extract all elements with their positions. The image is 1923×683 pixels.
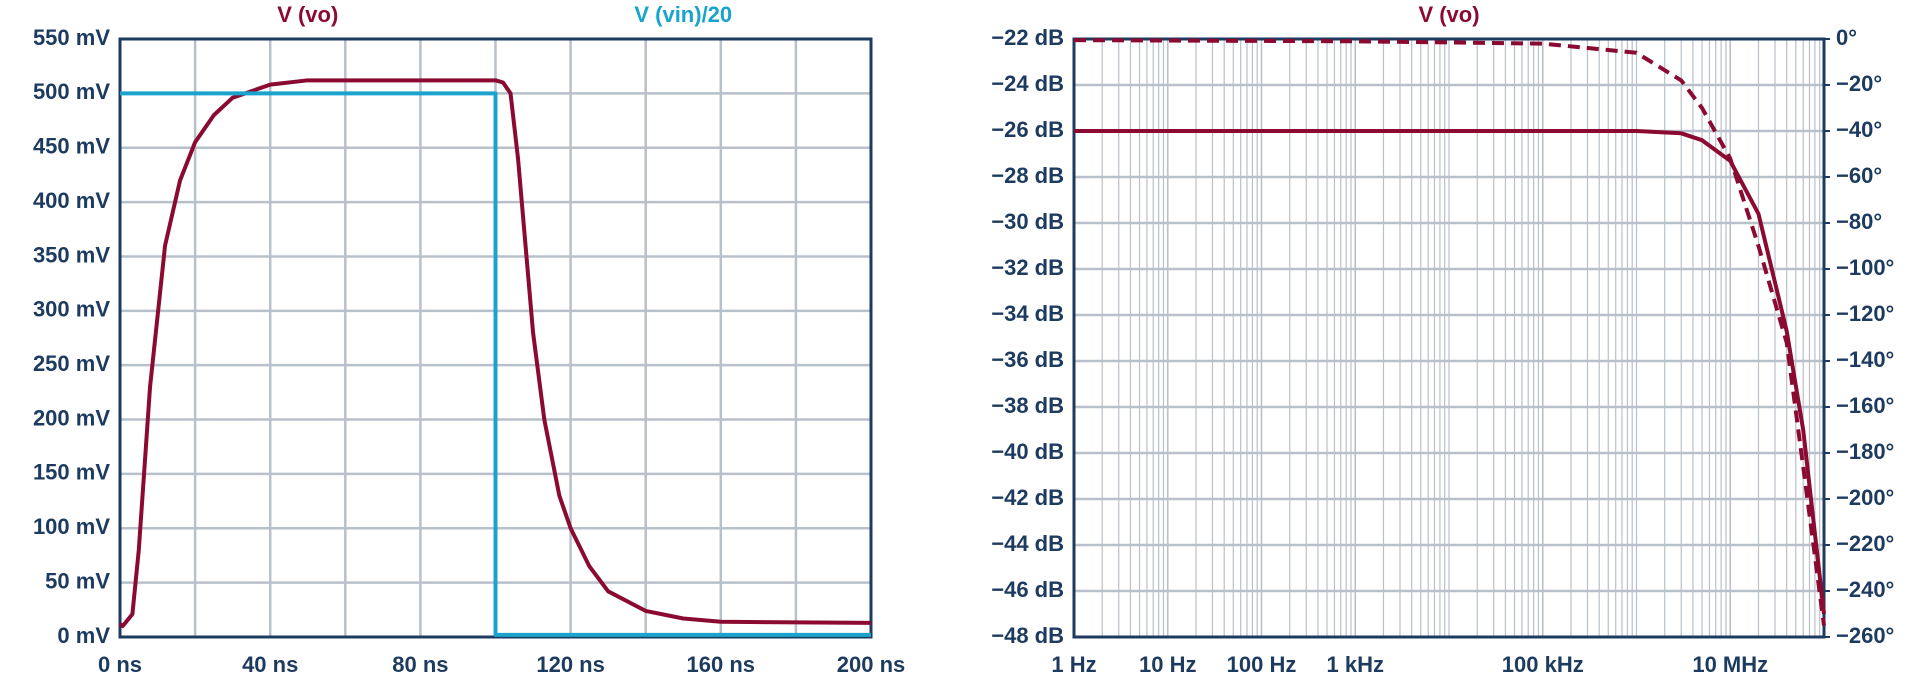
x-tick-label: 80 ns	[392, 652, 448, 677]
y2-tick-label: −260°	[1836, 623, 1894, 648]
y2-tick-label: −40°	[1836, 117, 1882, 142]
x-tick-label: 10 Hz	[1139, 652, 1196, 677]
x-tick-label: 1 kHz	[1327, 652, 1384, 677]
series-line	[1073, 38, 1826, 626]
y2-tick-label: −180°	[1836, 439, 1894, 464]
x-tick-label: 160 ns	[687, 652, 756, 677]
plot-frame	[118, 37, 873, 639]
y-tick-label: 300 mV	[33, 297, 110, 322]
y-tick-label: −22 dB	[991, 25, 1064, 50]
series-line	[1074, 129, 1826, 615]
y-tick-label: −40 dB	[991, 439, 1064, 464]
x-tick-label: 1 Hz	[1051, 652, 1096, 677]
y2-tick-label: −120°	[1836, 301, 1894, 326]
y-tick-label: 400 mV	[33, 188, 110, 213]
legend-label: V (vo)	[1418, 2, 1479, 27]
y-tick-label: −38 dB	[991, 393, 1064, 418]
y-tick-label: −46 dB	[991, 577, 1064, 602]
x-tick-label: 200 ns	[837, 652, 906, 677]
plot-frame	[1072, 37, 1826, 639]
x-tick-label: 100 Hz	[1227, 652, 1297, 677]
y-tick-label: 100 mV	[33, 514, 110, 539]
y-tick-label: −36 dB	[991, 347, 1064, 372]
y-tick-label: 250 mV	[33, 351, 110, 376]
y-tick-label: 350 mV	[33, 242, 110, 267]
y-tick-label: 500 mV	[33, 79, 110, 104]
y2-tick-label: −160°	[1836, 393, 1894, 418]
x-tick-label: 10 MHz	[1692, 652, 1768, 677]
y-tick-label: −32 dB	[991, 255, 1064, 280]
legend-label: V (vin)/20	[634, 2, 732, 27]
y2-tick-label: 0°	[1836, 25, 1857, 50]
legend-label: V (vo)	[277, 2, 338, 27]
y-tick-label: −30 dB	[991, 209, 1064, 234]
y-tick-label: 150 mV	[33, 460, 110, 485]
y2-tick-label: −80°	[1836, 209, 1882, 234]
x-tick-label: 120 ns	[536, 652, 605, 677]
y2-tick-label: −220°	[1836, 531, 1894, 556]
y-tick-label: −26 dB	[991, 117, 1064, 142]
x-tick-label: 100 kHz	[1502, 652, 1584, 677]
y2-tick-label: −240°	[1836, 577, 1894, 602]
x-tick-label: 0 ns	[98, 652, 142, 677]
y-tick-label: 50 mV	[45, 568, 110, 593]
y-tick-label: −34 dB	[991, 301, 1064, 326]
y2-tick-label: −20°	[1836, 71, 1882, 96]
y2-tick-label: −100°	[1836, 255, 1894, 280]
y-tick-label: −28 dB	[991, 163, 1064, 188]
y-tick-label: −44 dB	[991, 531, 1064, 556]
y-tick-label: 450 mV	[33, 134, 110, 159]
series-line	[120, 91, 871, 637]
y-tick-label: 200 mV	[33, 405, 110, 430]
y2-tick-label: −140°	[1836, 347, 1894, 372]
series-line	[118, 78, 872, 629]
y-tick-label: −42 dB	[991, 485, 1064, 510]
y2-tick-label: −200°	[1836, 485, 1894, 510]
y-tick-label: 0 mV	[57, 623, 110, 648]
y-tick-label: 550 mV	[33, 25, 110, 50]
x-tick-label: 40 ns	[242, 652, 298, 677]
y2-tick-label: −60°	[1836, 163, 1882, 188]
y-tick-label: −48 dB	[991, 623, 1064, 648]
y-tick-label: −24 dB	[991, 71, 1064, 96]
